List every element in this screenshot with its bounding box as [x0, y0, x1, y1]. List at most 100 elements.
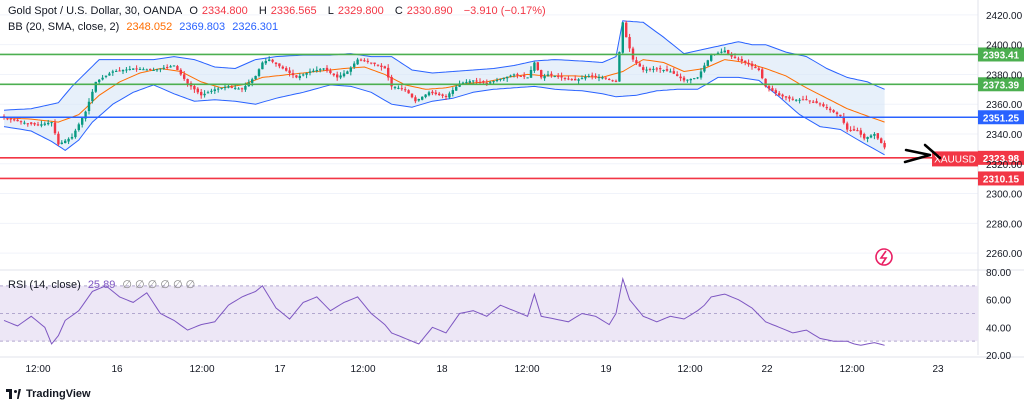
candle	[387, 67, 390, 78]
candle	[118, 70, 121, 72]
candle	[414, 97, 417, 102]
candle	[400, 88, 403, 90]
price-tick-label: 2280.00	[986, 219, 1023, 230]
candle	[757, 68, 760, 70]
candle	[509, 75, 512, 77]
candle	[67, 138, 70, 142]
candle	[458, 83, 461, 87]
rsi-tick-label: 40.00	[986, 323, 1011, 334]
time-tick-label: 12:00	[25, 364, 50, 375]
candle	[261, 62, 264, 70]
candle	[876, 133, 879, 139]
candle	[475, 80, 478, 82]
candle	[196, 88, 199, 93]
candle	[363, 60, 366, 62]
time-tick-label: 12:00	[514, 364, 539, 375]
candle	[822, 104, 825, 107]
candle	[36, 124, 40, 126]
candle	[203, 93, 206, 96]
candle	[730, 54, 733, 57]
candle	[74, 130, 77, 138]
candle	[145, 69, 148, 71]
candle	[312, 70, 315, 72]
candle	[873, 134, 876, 136]
low-label: L	[327, 5, 334, 17]
candle	[560, 76, 563, 78]
candle	[142, 69, 145, 71]
candles	[2, 20, 886, 150]
candle	[319, 69, 322, 71]
candle	[359, 59, 363, 61]
candle	[271, 59, 274, 62]
candle	[81, 117, 84, 125]
candle	[846, 123, 849, 130]
rsi-value: 25.89	[87, 279, 116, 291]
candle	[356, 59, 359, 65]
symbol-title: Gold Spot / U.S. Dollar, 30, OANDA	[8, 5, 183, 17]
candle	[234, 87, 237, 89]
candle	[128, 68, 131, 70]
candle	[733, 56, 737, 59]
candle	[489, 82, 492, 84]
candle	[543, 75, 546, 79]
level-tag-text: 2373.39	[983, 80, 1020, 91]
candle	[699, 71, 703, 78]
candle	[353, 63, 356, 67]
candle	[339, 75, 342, 78]
candle	[274, 62, 278, 65]
candle	[652, 68, 655, 70]
candle	[26, 123, 29, 125]
rsi-legend[interactable]: RSI (14, close) 25.89 ∅ ∅ ∅ ∅ ∅ ∅	[8, 279, 199, 292]
candle	[380, 65, 383, 67]
candle	[580, 78, 584, 80]
candle	[251, 79, 254, 83]
bb-legend[interactable]: BB (20, SMA, close, 2) 2348.052 2369.803…	[8, 21, 282, 34]
arrow-icon	[903, 148, 932, 164]
candle	[801, 99, 805, 101]
candle	[468, 81, 471, 83]
candle	[465, 81, 468, 83]
candle	[502, 77, 505, 80]
candle	[19, 121, 23, 123]
candle	[393, 87, 397, 89]
candle	[322, 68, 325, 70]
candle	[33, 123, 36, 125]
candle	[404, 89, 407, 91]
candle	[679, 76, 682, 79]
time-tick-label: 12:00	[189, 364, 214, 375]
tradingview-logo[interactable]: TradingView	[6, 388, 91, 400]
candle	[53, 122, 57, 134]
candle	[176, 66, 179, 70]
bb-basis-value: 2348.052	[126, 21, 173, 33]
bb-lower-line	[3, 76, 885, 156]
candle	[771, 88, 774, 91]
candle	[461, 82, 465, 84]
candle	[64, 140, 67, 144]
candle	[217, 88, 220, 90]
axes: 2260.002280.002300.002320.002340.002360.…	[25, 11, 1022, 375]
candle	[407, 90, 410, 94]
level-tag-text: 2323.98	[983, 154, 1020, 165]
candle	[839, 114, 842, 117]
level-tag	[978, 47, 1024, 62]
candle	[417, 99, 420, 101]
bb-upper-line	[3, 20, 885, 111]
candle	[611, 80, 614, 82]
candle	[764, 78, 767, 87]
candle	[550, 73, 553, 76]
chart-header: Gold Spot / U.S. Dollar, 30, OANDA O 2334…	[8, 5, 550, 18]
time-tick-label: 18	[436, 364, 448, 375]
candle	[16, 119, 19, 122]
candle	[784, 96, 788, 98]
candle	[672, 71, 675, 74]
candle	[584, 77, 587, 79]
candle	[594, 75, 597, 77]
tradingview-icon	[6, 389, 22, 399]
candle	[856, 130, 859, 132]
candle	[87, 101, 91, 112]
candle	[655, 68, 658, 70]
candle	[761, 69, 764, 79]
level-tag-text: 2393.41	[983, 50, 1020, 61]
candle	[597, 77, 601, 79]
